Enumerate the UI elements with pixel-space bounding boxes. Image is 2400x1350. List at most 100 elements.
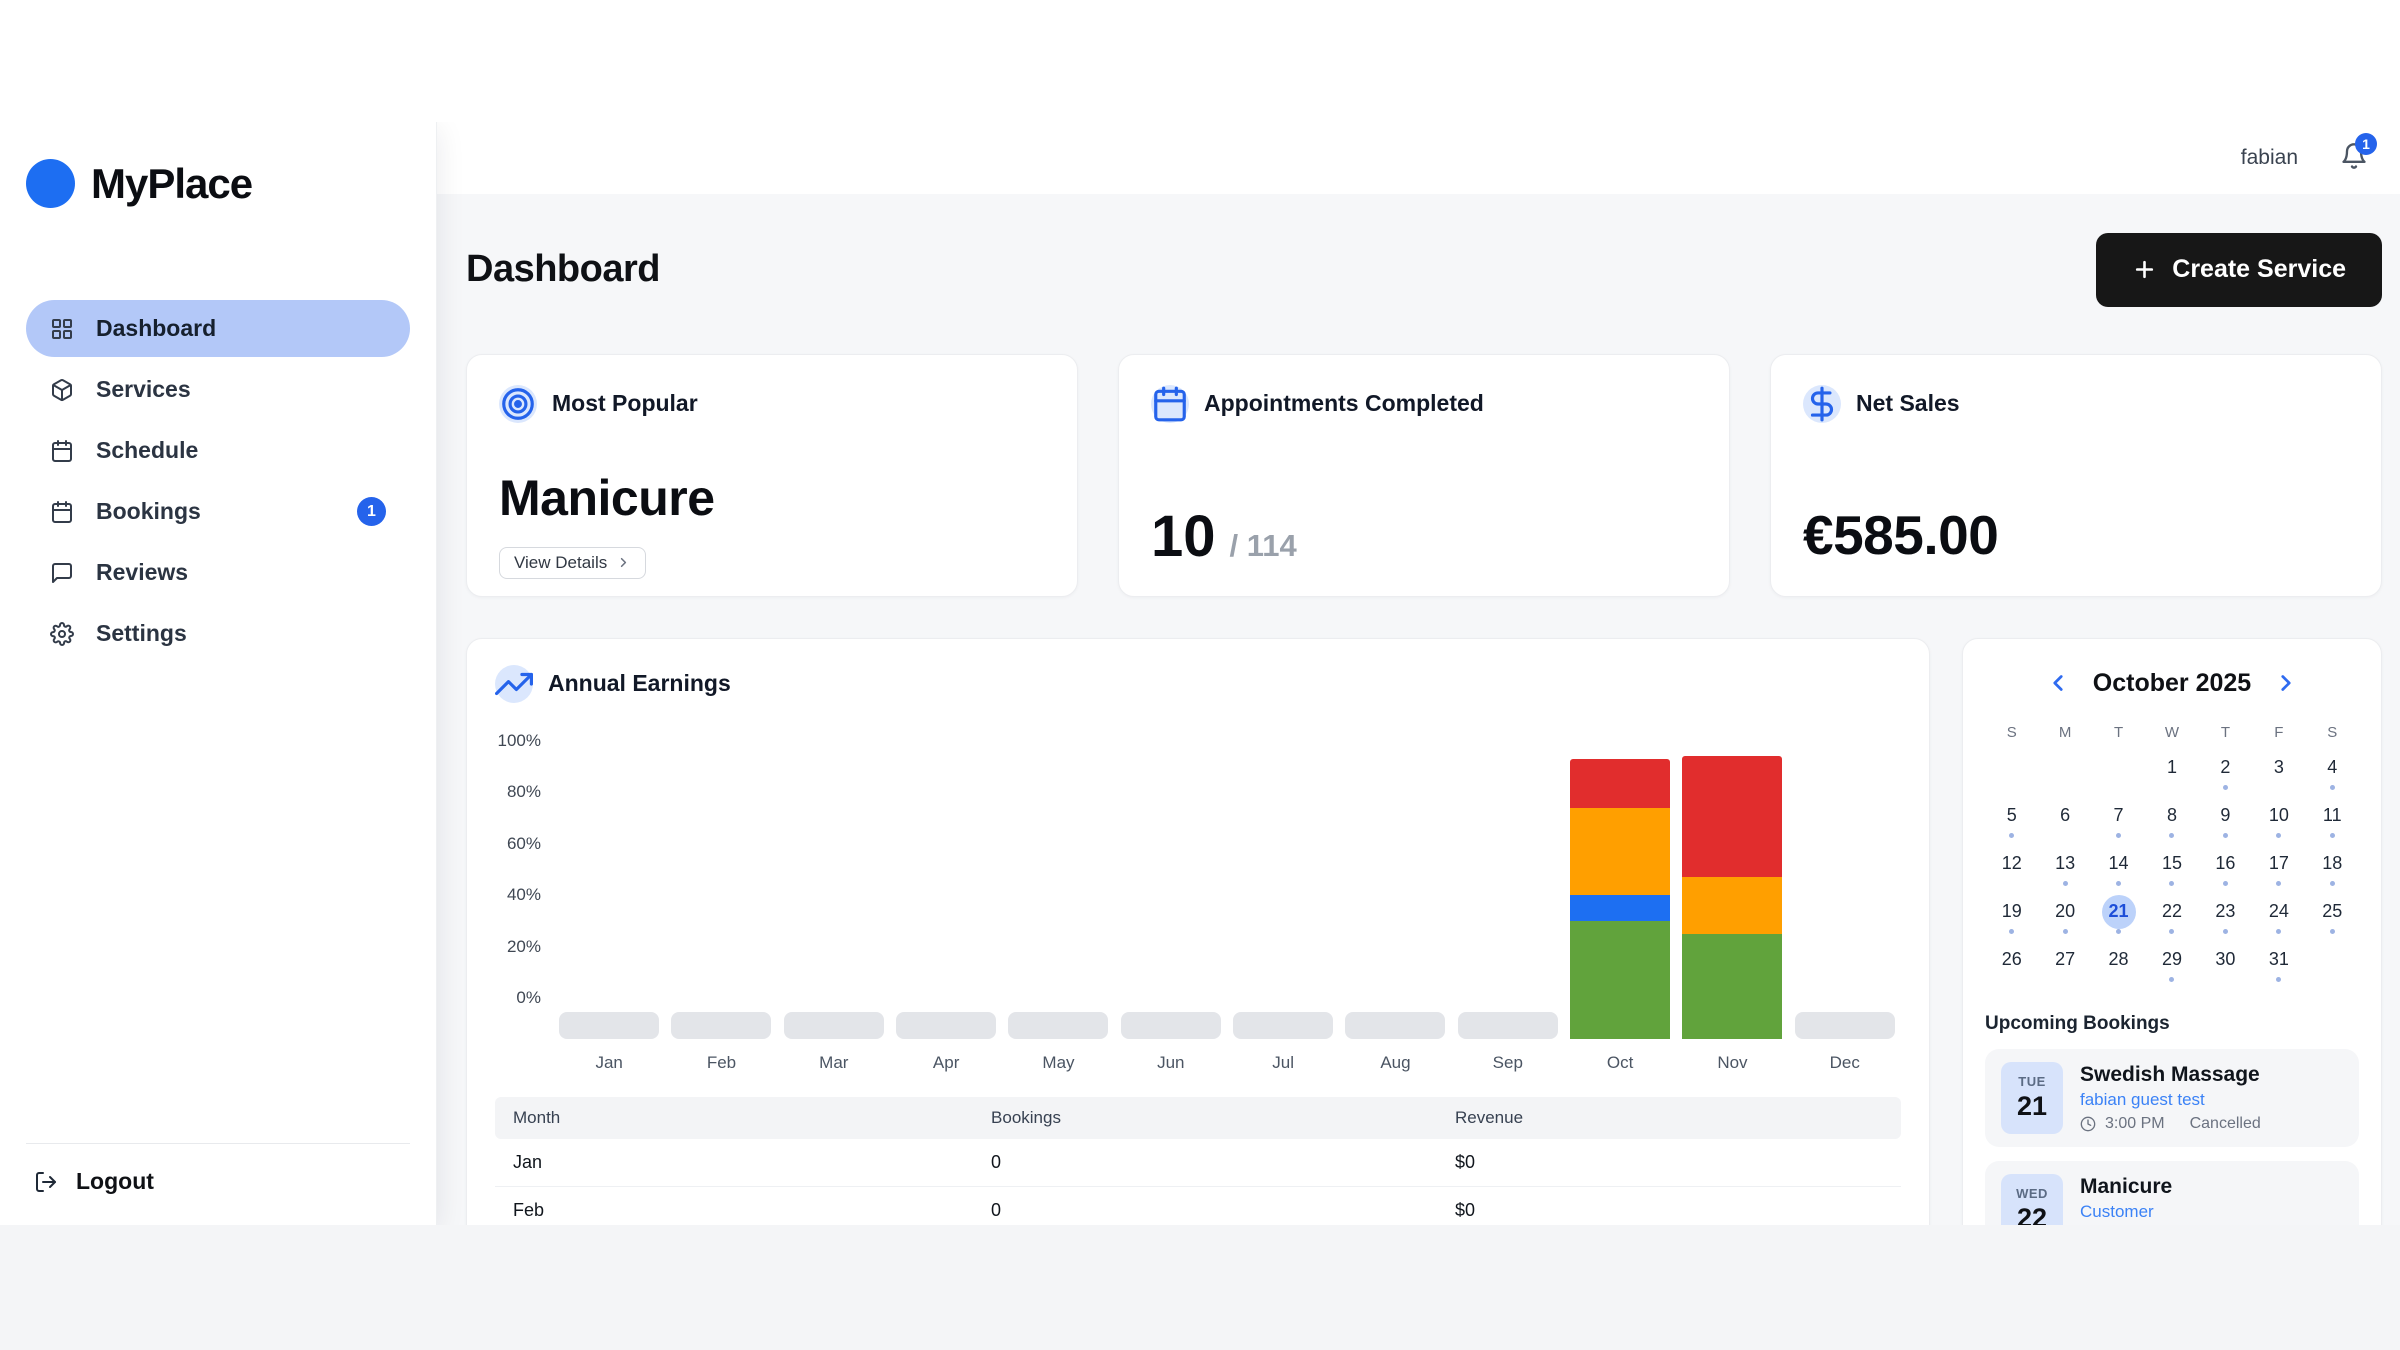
booking-info: Swedish Massage fabian guest test 3:00 PM C… — [2080, 1063, 2261, 1133]
trending-up-icon — [495, 664, 533, 703]
chart-column-mar — [778, 741, 890, 1039]
booking-info: ManicureCustomer2:00 AMPending — [2080, 1175, 2247, 1225]
create-service-button[interactable]: Create Service — [2096, 232, 2382, 307]
event-dot — [2222, 832, 2228, 838]
booking-item-swedish-massage[interactable]: TUE 21 Swedish Massage fabian guest test 3:0… — [1985, 1048, 2359, 1147]
sidebar-item-label: Dashboard — [96, 315, 217, 341]
chat-icon — [50, 561, 74, 585]
calendar-day-22[interactable]: 22 — [2145, 893, 2198, 941]
segment-orange — [1682, 877, 1783, 934]
calendar-prev-button[interactable] — [2045, 670, 2071, 696]
segment-green — [1682, 933, 1783, 1039]
empty-bar — [1008, 1011, 1109, 1039]
calendar-day-24[interactable]: 24 — [2252, 893, 2305, 941]
view-details-button[interactable]: View Details — [499, 546, 647, 579]
sidebar-item-services[interactable]: Services — [26, 361, 410, 418]
calendar-day-number: 22 — [2161, 901, 2182, 922]
booking-customer-link[interactable]: Customer — [2080, 1201, 2154, 1221]
chart-column-sep — [1452, 741, 1564, 1039]
calendar-day-number: 4 — [2327, 757, 2338, 778]
calendar-day-5[interactable]: 5 — [1985, 797, 2038, 845]
calendar-day-9[interactable]: 9 — [2199, 797, 2252, 845]
sidebar-item-dashboard[interactable]: Dashboard — [26, 300, 410, 357]
table-cell: Feb — [495, 1186, 974, 1225]
table-cell: Jan — [495, 1138, 974, 1187]
weekday-label: S — [2006, 723, 2017, 741]
calendar-day-28[interactable]: 28 — [2092, 941, 2145, 989]
annual-earnings-card: Annual Earnings 100% 80% 60% 40% 20% 0% Jan Fe… — [466, 637, 1930, 1225]
sidebar-item-bookings[interactable]: Bookings 1 — [26, 483, 410, 540]
calendar-day-6[interactable]: 6 — [2038, 797, 2091, 845]
calendar-day-number: 5 — [2006, 805, 2017, 826]
calendar-day-number: 2 — [2220, 757, 2231, 778]
calendar-day-23[interactable]: 23 — [2199, 893, 2252, 941]
event-dot — [2222, 784, 2228, 790]
calendar-day-15[interactable]: 15 — [2145, 845, 2198, 893]
chart-column-jul — [1227, 741, 1339, 1039]
upcoming-bookings-title: Upcoming Bookings — [1985, 1012, 2170, 1034]
box-icon — [50, 378, 74, 402]
booking-item-manicure[interactable]: WED22ManicureCustomer2:00 AMPending — [1985, 1160, 2359, 1225]
username-menu[interactable]: fabian — [2240, 146, 2298, 169]
calendar-grid: 1 2 3 4 5 6 7 8 9 10 11 12 13 14 15 16 17 18 19 20 21 22 23 24 2… — [1985, 749, 2359, 989]
calendar-day-14[interactable]: 14 — [2092, 845, 2145, 893]
calendar-day-7[interactable]: 7 — [2092, 797, 2145, 845]
stat-card-title: Net Sales — [1856, 390, 1960, 417]
sidebar-item-settings[interactable]: Settings — [26, 605, 410, 662]
empty-bar — [1233, 1011, 1334, 1039]
logout-button[interactable]: Logout — [26, 1144, 410, 1225]
upcoming-bookings-list: TUE 21 Swedish Massage fabian guest test 3:0… — [1985, 1048, 2359, 1225]
stat-card-most-popular: Most Popular Manicure View Details — [466, 353, 1078, 597]
clock-icon — [2080, 1116, 2096, 1132]
calendar-day-4[interactable]: 4 — [2306, 749, 2359, 797]
calendar-day-16[interactable]: 16 — [2199, 845, 2252, 893]
calendar-day-25[interactable]: 25 — [2306, 893, 2359, 941]
booking-day: 22 — [2016, 1202, 2048, 1225]
calendar-day-20[interactable]: 20 — [2038, 893, 2091, 941]
calendar-day-number: 26 — [2001, 949, 2022, 970]
view-details-label: View Details — [514, 552, 608, 572]
calendar-day-26[interactable]: 26 — [1985, 941, 2038, 989]
event-dot — [2116, 880, 2122, 886]
calendar-day-number: 24 — [2268, 901, 2289, 922]
calendar-day-31[interactable]: 31 — [2252, 941, 2305, 989]
calendar-day-1[interactable]: 1 — [2145, 749, 2198, 797]
sidebar-item-reviews[interactable]: Reviews — [26, 544, 410, 601]
calendar-day-27[interactable]: 27 — [2038, 941, 2091, 989]
calendar-day-number: 30 — [2215, 949, 2236, 970]
calendar-day-29[interactable]: 29 — [2145, 941, 2198, 989]
calendar-next-button[interactable] — [2273, 670, 2299, 696]
sidebar-item-schedule[interactable]: Schedule — [26, 422, 410, 479]
calendar-day-11[interactable]: 11 — [2306, 797, 2359, 845]
calendar-day-3[interactable]: 3 — [2252, 749, 2305, 797]
booking-customer-link[interactable]: fabian guest test — [2080, 1089, 2205, 1109]
x-axis-label: Dec — [1829, 1052, 1860, 1072]
chart-plot-area — [553, 741, 1901, 1039]
segment-orange — [1570, 807, 1671, 896]
calendar-day-number: 14 — [2108, 853, 2129, 874]
booking-status: Cancelled — [2189, 1114, 2261, 1132]
calendar-day-21[interactable]: 21 — [2092, 893, 2145, 941]
booking-time: 3:00 PM — [2105, 1114, 2165, 1132]
calendar-day-number: 3 — [2273, 757, 2284, 778]
calendar-day-10[interactable]: 10 — [2252, 797, 2305, 845]
chart-column-aug — [1339, 741, 1451, 1039]
calendar-day-30[interactable]: 30 — [2199, 941, 2252, 989]
calendar-day-13[interactable]: 13 — [2038, 845, 2091, 893]
table-row: Feb 0 $0 — [495, 1186, 1901, 1225]
event-dot — [2116, 928, 2122, 934]
calendar-day-2[interactable]: 2 — [2199, 749, 2252, 797]
calendar-day-12[interactable]: 12 — [1985, 845, 2038, 893]
calendar-day-8[interactable]: 8 — [2145, 797, 2198, 845]
calendar-day-18[interactable]: 18 — [2306, 845, 2359, 893]
calendar-day-number: 23 — [2215, 901, 2236, 922]
calendar-day-19[interactable]: 19 — [1985, 893, 2038, 941]
calendar-day-17[interactable]: 17 — [2252, 845, 2305, 893]
page-title: Dashboard — [466, 248, 660, 291]
notifications-button[interactable]: 1 — [2340, 132, 2377, 175]
event-dot — [2009, 832, 2015, 838]
empty-bar — [783, 1011, 884, 1039]
event-dot — [2329, 784, 2335, 790]
